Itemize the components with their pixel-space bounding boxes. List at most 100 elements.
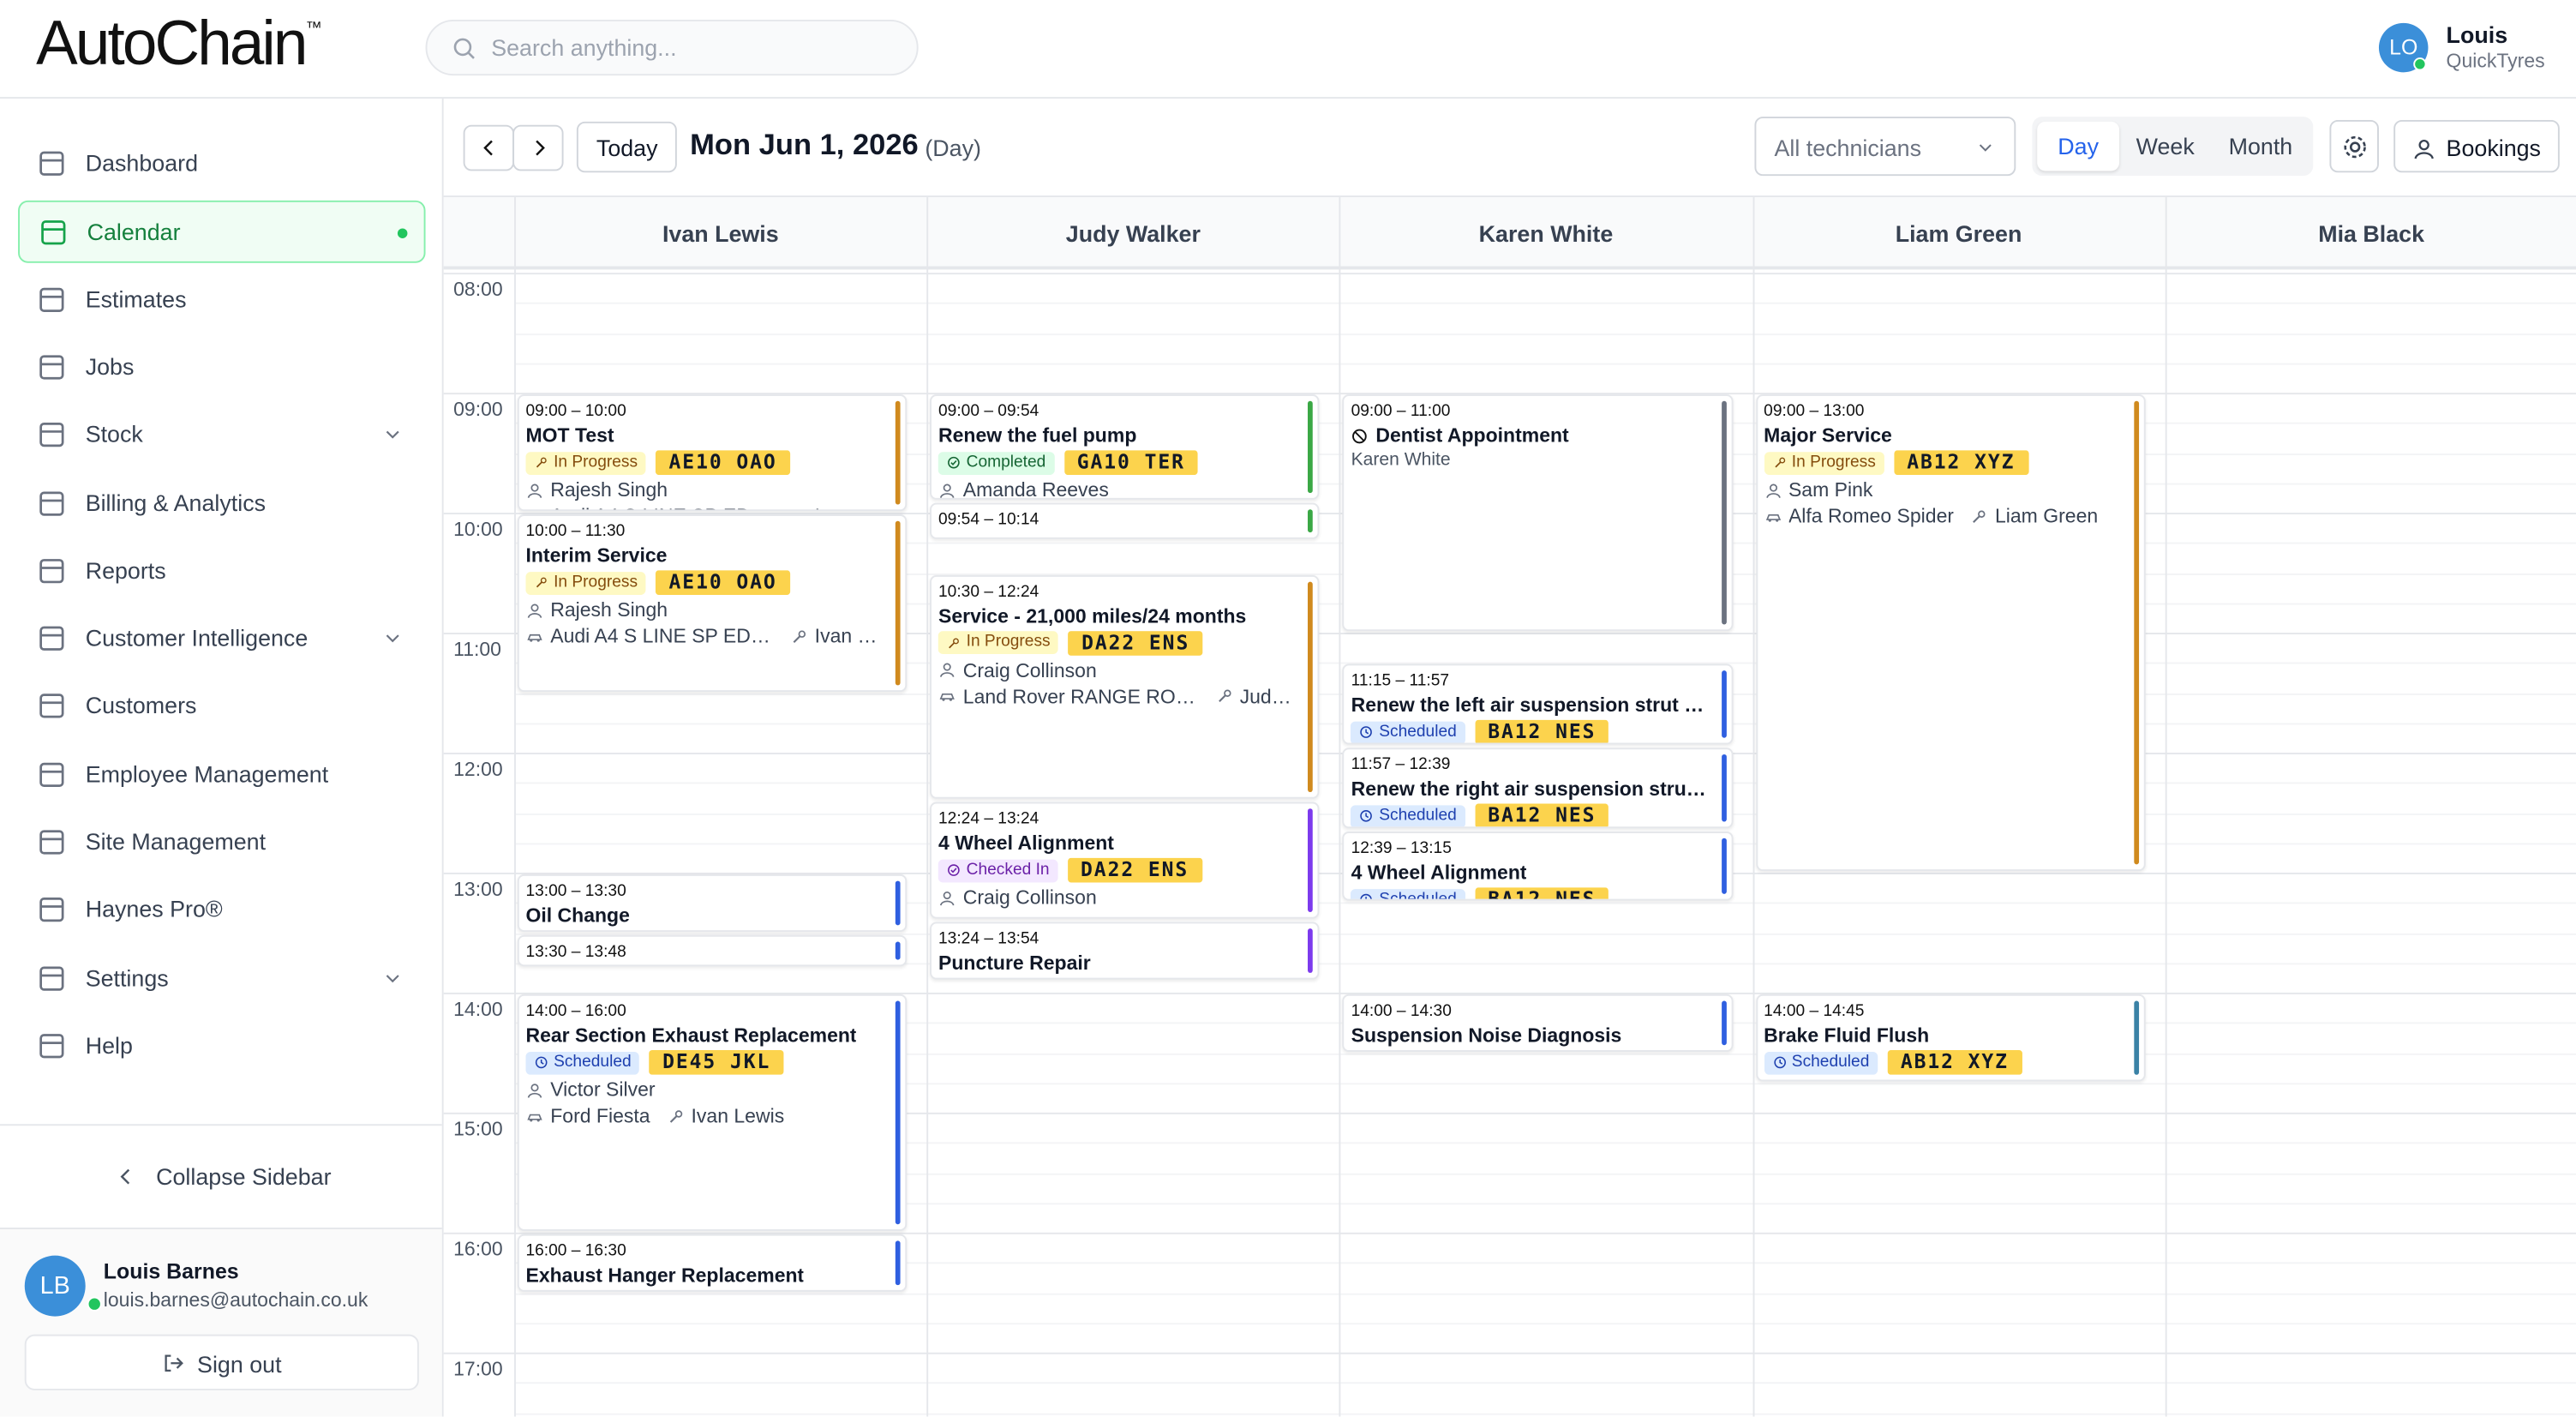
icon: [940, 663, 955, 677]
appointment-title: Exhaust Hanger Replacement: [525, 1264, 805, 1288]
icon: [2344, 135, 2366, 159]
nav-item[interactable]: Reports: [18, 540, 425, 603]
icon: [39, 626, 64, 651]
nav-item[interactable]: Customers: [18, 676, 425, 739]
settings-button[interactable]: [2329, 119, 2379, 173]
nav-label: Haynes Pro®: [85, 896, 223, 923]
badge-row: In Progress DA22 ENS: [938, 630, 1295, 655]
appointment-time: 14:00 – 14:45: [1764, 1002, 1865, 1021]
appointment-card[interactable]: 09:54 – 10:14: [930, 502, 1321, 539]
nav-label: Jobs: [85, 352, 135, 380]
appointment-card[interactable]: 10:30 – 12:24 Service - 21,000 miles/24 m…: [930, 574, 1321, 800]
quarter-line: [514, 1172, 2576, 1174]
badge-row: In Progress AE10 OAO: [525, 570, 882, 595]
appointment-card[interactable]: 16:00 – 16:30 Exhaust Hanger Replacement: [517, 1234, 908, 1291]
status-text: Scheduled: [1379, 890, 1457, 902]
quarter-line: [514, 962, 2576, 964]
icon: [939, 693, 956, 701]
icon: [535, 1056, 548, 1069]
hour-line: [443, 633, 2576, 635]
plate: AB12 XYZ: [1893, 450, 2028, 476]
nav-item[interactable]: Calendar: [18, 201, 426, 264]
appointment-time: 13:30 – 13:48: [525, 942, 626, 961]
appointment-card[interactable]: 09:00 – 11:00 Dentist Appointment Karen Wh…: [1343, 394, 1733, 632]
icon: [2414, 140, 2434, 159]
status-text: Scheduled: [554, 1052, 632, 1071]
hour-label: 14:00: [453, 997, 503, 1021]
nav-item[interactable]: Site Management: [18, 812, 425, 874]
title-row: Renew the right air suspension strut (..…: [1351, 777, 1708, 803]
appointment-card[interactable]: 12:39 – 13:15 4 Wheel Alignment Scheduled B…: [1343, 832, 1733, 902]
status-text: In Progress: [966, 633, 1051, 651]
title-row: Renew the fuel pump: [938, 423, 1295, 449]
appointment-card[interactable]: 11:57 – 12:39 Renew the right air suspens…: [1343, 748, 1733, 830]
status-bar: [1308, 400, 1314, 493]
nav-item[interactable]: Settings: [18, 947, 425, 1010]
logo-text: AutoChain: [36, 9, 308, 80]
appointment-card[interactable]: 13:00 – 13:30 Oil Change: [517, 874, 908, 932]
search-box[interactable]: Search anything...: [425, 20, 919, 76]
gutter-line: [514, 197, 516, 1417]
appointment-card[interactable]: 14:00 – 14:30 Suspension Noise Diagnosis: [1343, 994, 1733, 1051]
next-button[interactable]: [512, 124, 564, 171]
appointment-card[interactable]: 10:00 – 11:30 Interim Service In Progress A…: [517, 514, 908, 692]
user-avatar: LB: [24, 1255, 86, 1317]
nav-label: Stock: [85, 421, 143, 447]
nav-item[interactable]: Haynes Pro®: [18, 880, 425, 942]
collapse-button[interactable]: Collapse Sidebar: [99, 1156, 345, 1198]
nav-item[interactable]: Employee Management: [18, 744, 425, 807]
appointment-card[interactable]: 11:15 – 11:57 Renew the left air suspensi…: [1343, 663, 1733, 746]
badge-row: Completed GA10 TER: [938, 450, 1295, 476]
status-badge: In Progress: [525, 451, 646, 475]
view-button[interactable]: Month: [2228, 133, 2293, 159]
nav-item[interactable]: Help: [18, 1016, 425, 1078]
title-row: 4 Wheel Alignment: [1351, 860, 1708, 886]
nav-label: Billing & Analytics: [85, 489, 267, 516]
nav-item[interactable]: Billing & Analytics: [18, 472, 425, 535]
nav-item[interactable]: Stock: [18, 405, 425, 467]
customer-name: Rajesh Singh: [550, 477, 668, 501]
appointment-card[interactable]: 14:00 – 14:45 Brake Fluid Flush Scheduled A…: [1755, 994, 2146, 1081]
prev-button[interactable]: [463, 124, 515, 171]
badge-row: In Progress AB12 XYZ: [1764, 450, 2120, 476]
nav-item[interactable]: Dashboard: [18, 133, 425, 195]
status-badge: Scheduled: [1351, 889, 1465, 902]
account-avatar[interactable]: LO: [2378, 22, 2429, 73]
search-placeholder: Search anything...: [491, 34, 677, 61]
icon: [527, 483, 542, 498]
appointment-card[interactable]: 13:24 – 13:54 Puncture Repair: [930, 922, 1321, 979]
appointment-card[interactable]: 09:00 – 10:00 MOT Test In Progress AE10 OAO…: [517, 394, 908, 512]
nav-item[interactable]: Customer Intelligence: [18, 609, 425, 671]
appointment-card[interactable]: 14:00 – 16:00 Rear Section Exhaust Replac…: [517, 994, 908, 1231]
appointment-time: 13:24 – 13:54: [938, 930, 1039, 949]
technician-filter[interactable]: All technicians: [1754, 117, 2016, 177]
appointment-card[interactable]: 12:24 – 13:24 4 Wheel Alignment Checked In…: [930, 802, 1321, 920]
view-button[interactable]: Week: [2136, 133, 2195, 159]
badge-row: Scheduled BA12 NES: [1351, 888, 1708, 902]
vehicle-row: Land Rover RANGE ROV... Judy...: [938, 683, 1295, 710]
icon: [39, 286, 64, 312]
today-label: Today: [596, 135, 658, 161]
today-button[interactable]: Today: [576, 121, 677, 173]
icon: [669, 1109, 682, 1122]
appointment-title: Major Service: [1764, 423, 1892, 447]
appointment-card[interactable]: 13:30 – 13:48: [517, 934, 908, 968]
quarter-line: [514, 1052, 2576, 1054]
nav-item[interactable]: Estimates: [18, 269, 425, 332]
column-line: [1752, 197, 1754, 1417]
customer-name: Rajesh Singh: [550, 597, 668, 621]
nav-item[interactable]: Jobs: [18, 337, 425, 399]
nav-label: Customers: [85, 692, 197, 719]
appointment-card[interactable]: 09:00 – 13:00 Major Service In Progress AB1…: [1755, 394, 2146, 872]
customer-row: Victor Silver: [525, 1077, 882, 1103]
column-header: Judy Walker: [1065, 219, 1201, 247]
view-button[interactable]: Day: [2037, 121, 2120, 171]
bookings-button[interactable]: Bookings: [2393, 119, 2560, 173]
sign-out-button[interactable]: Sign out: [24, 1334, 419, 1390]
customer-row: Amanda Reeves: [938, 477, 1295, 497]
appointment-time: 09:00 – 10:00: [525, 402, 626, 421]
icon: [536, 457, 547, 468]
account-company: QuickTyres: [2446, 49, 2545, 73]
status-badge: Scheduled: [525, 1050, 640, 1074]
appointment-card[interactable]: 09:00 – 09:54 Renew the fuel pump Complete…: [930, 394, 1321, 500]
